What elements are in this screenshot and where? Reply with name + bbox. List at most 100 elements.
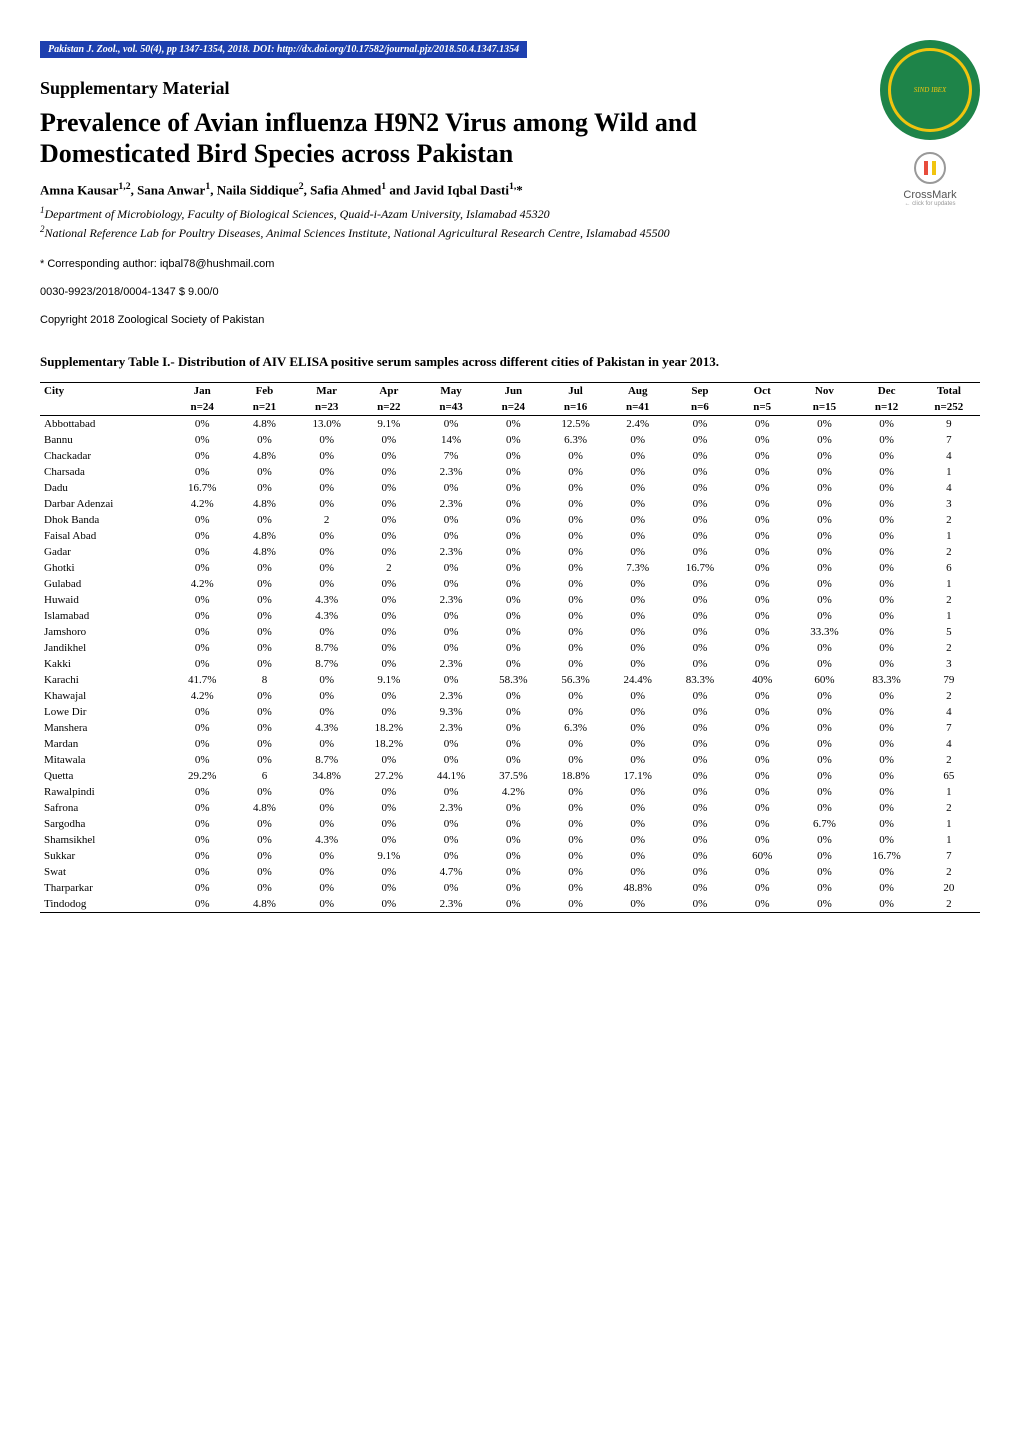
value-cell: 0% bbox=[856, 656, 918, 672]
value-cell: 0% bbox=[296, 464, 358, 480]
value-cell: 0% bbox=[482, 496, 544, 512]
value-cell: 0% bbox=[171, 784, 233, 800]
affiliation-2: 2National Reference Lab for Poultry Dise… bbox=[40, 224, 980, 242]
value-cell: 0% bbox=[171, 704, 233, 720]
value-cell: 0% bbox=[731, 432, 793, 448]
value-cell: 0% bbox=[731, 464, 793, 480]
doi-link[interactable]: : http://dx.doi.org/10.17582/journal.pjz… bbox=[271, 44, 519, 55]
value-cell: 0% bbox=[731, 592, 793, 608]
value-cell: 0% bbox=[856, 496, 918, 512]
value-cell: 0% bbox=[731, 864, 793, 880]
value-cell: 0% bbox=[482, 864, 544, 880]
city-cell: Gadar bbox=[40, 544, 171, 560]
table-row: Mitawala0%0%8.7%0%0%0%0%0%0%0%0%0%2 bbox=[40, 752, 980, 768]
value-cell: 83.3% bbox=[669, 672, 731, 688]
table-row: Abbottabad0%4.8%13.0%9.1%0%0%12.5%2.4%0%… bbox=[40, 415, 980, 432]
value-cell: 0% bbox=[793, 752, 855, 768]
value-cell: 6 bbox=[233, 768, 295, 784]
crossmark-label: CrossMark bbox=[880, 189, 980, 201]
col-subheader: n=43 bbox=[420, 399, 482, 416]
value-cell: 0% bbox=[856, 704, 918, 720]
value-cell: 0% bbox=[731, 560, 793, 576]
value-cell: 0% bbox=[233, 688, 295, 704]
value-cell: 1 bbox=[918, 464, 980, 480]
value-cell: 2 bbox=[918, 752, 980, 768]
city-cell: Safrona bbox=[40, 800, 171, 816]
value-cell: 2 bbox=[918, 688, 980, 704]
value-cell: 0% bbox=[171, 544, 233, 560]
city-cell: Chackadar bbox=[40, 448, 171, 464]
value-cell: 0% bbox=[296, 544, 358, 560]
value-cell: 4.8% bbox=[233, 448, 295, 464]
value-cell: 0% bbox=[669, 512, 731, 528]
col-header: Nov bbox=[793, 382, 855, 399]
value-cell: 0% bbox=[482, 528, 544, 544]
table-row: Darbar Adenzai4.2%4.8%0%0%2.3%0%0%0%0%0%… bbox=[40, 496, 980, 512]
value-cell: 0% bbox=[296, 896, 358, 913]
value-cell: 0% bbox=[233, 832, 295, 848]
value-cell: 0% bbox=[233, 432, 295, 448]
value-cell: 0% bbox=[607, 576, 669, 592]
value-cell: 0% bbox=[669, 720, 731, 736]
value-cell: 0% bbox=[482, 560, 544, 576]
value-cell: 0% bbox=[544, 608, 606, 624]
col-header: Feb bbox=[233, 382, 295, 399]
value-cell: 56.3% bbox=[544, 672, 606, 688]
value-cell: 0% bbox=[669, 640, 731, 656]
col-subheader: n=5 bbox=[731, 399, 793, 416]
value-cell: 0% bbox=[358, 544, 420, 560]
value-cell: 0% bbox=[358, 896, 420, 913]
city-cell: Lowe Dir bbox=[40, 704, 171, 720]
col-subheader: n=252 bbox=[918, 399, 980, 416]
value-cell: 9.1% bbox=[358, 672, 420, 688]
value-cell: 0% bbox=[607, 592, 669, 608]
value-cell: 0% bbox=[358, 752, 420, 768]
city-cell: Bannu bbox=[40, 432, 171, 448]
value-cell: 0% bbox=[607, 736, 669, 752]
value-cell: 0% bbox=[171, 432, 233, 448]
value-cell: 0% bbox=[233, 464, 295, 480]
value-cell: 2 bbox=[918, 800, 980, 816]
value-cell: 0% bbox=[731, 480, 793, 496]
value-cell: 0% bbox=[731, 608, 793, 624]
value-cell: 4.7% bbox=[420, 864, 482, 880]
value-cell: 0% bbox=[420, 528, 482, 544]
value-cell: 0% bbox=[793, 512, 855, 528]
distribution-table: CityJanFebMarAprMayJunJulAugSepOctNovDec… bbox=[40, 382, 980, 913]
authors-line: Amna Kausar1,2, Sana Anwar1, Naila Siddi… bbox=[40, 181, 980, 198]
value-cell: 0% bbox=[607, 464, 669, 480]
value-cell: 4.8% bbox=[233, 896, 295, 913]
table-row: Safrona0%4.8%0%0%2.3%0%0%0%0%0%0%0%2 bbox=[40, 800, 980, 816]
value-cell: 0% bbox=[793, 784, 855, 800]
value-cell: 0% bbox=[482, 752, 544, 768]
value-cell: 0% bbox=[358, 704, 420, 720]
value-cell: 0% bbox=[607, 544, 669, 560]
value-cell: 0% bbox=[856, 576, 918, 592]
journal-citation: Pakistan J. Zool., vol. 50(4), pp 1347-1… bbox=[48, 44, 250, 55]
value-cell: 0% bbox=[731, 736, 793, 752]
value-cell: 2.3% bbox=[420, 496, 482, 512]
table-row: Mardan0%0%0%18.2%0%0%0%0%0%0%0%0%4 bbox=[40, 736, 980, 752]
value-cell: 0% bbox=[171, 800, 233, 816]
value-cell: 0% bbox=[607, 800, 669, 816]
col-header: City bbox=[40, 382, 171, 399]
value-cell: 0% bbox=[171, 464, 233, 480]
col-header: Apr bbox=[358, 382, 420, 399]
value-cell: 0% bbox=[607, 608, 669, 624]
value-cell: 8.7% bbox=[296, 752, 358, 768]
value-cell: 9.3% bbox=[420, 704, 482, 720]
value-cell: 0% bbox=[420, 576, 482, 592]
value-cell: 0% bbox=[171, 656, 233, 672]
value-cell: 20 bbox=[918, 880, 980, 896]
value-cell: 0% bbox=[607, 480, 669, 496]
value-cell: 0% bbox=[482, 592, 544, 608]
value-cell: 0% bbox=[482, 480, 544, 496]
col-subheader: n=24 bbox=[482, 399, 544, 416]
value-cell: 0% bbox=[856, 544, 918, 560]
value-cell: 0% bbox=[669, 464, 731, 480]
value-cell: 0% bbox=[233, 720, 295, 736]
value-cell: 0% bbox=[731, 832, 793, 848]
value-cell: 0% bbox=[669, 800, 731, 816]
value-cell: 0% bbox=[607, 720, 669, 736]
value-cell: 0% bbox=[856, 480, 918, 496]
